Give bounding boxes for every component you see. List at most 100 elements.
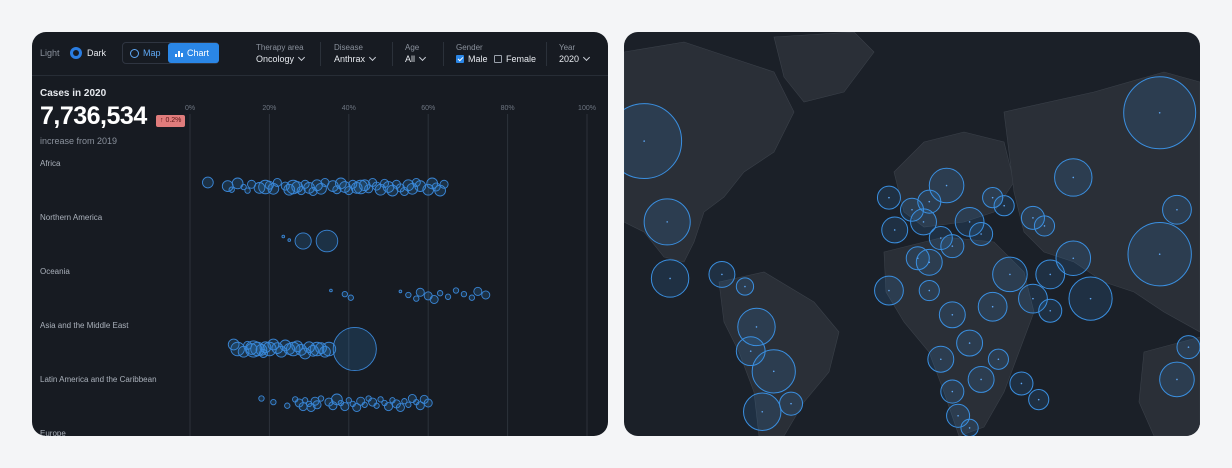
- data-bubble[interactable]: [423, 398, 433, 408]
- map-bubble-center: [951, 314, 954, 316]
- data-bubble[interactable]: [340, 402, 350, 412]
- data-bubble[interactable]: [250, 341, 265, 357]
- data-bubble[interactable]: [312, 400, 322, 410]
- theme-dark-label[interactable]: Dark: [87, 48, 107, 58]
- data-bubble[interactable]: [345, 397, 352, 404]
- data-bubble[interactable]: [294, 232, 312, 250]
- data-bubble[interactable]: [395, 403, 405, 413]
- data-bubble[interactable]: [405, 291, 412, 299]
- data-bubble[interactable]: [398, 289, 403, 294]
- data-bubble[interactable]: [245, 343, 258, 355]
- data-bubble[interactable]: [401, 398, 408, 405]
- data-bubble[interactable]: [258, 395, 265, 402]
- data-bubble[interactable]: [231, 177, 244, 190]
- view-switch: Map Chart: [122, 42, 219, 64]
- map-bubble-center: [1072, 176, 1075, 179]
- age-dropdown[interactable]: All: [405, 53, 427, 64]
- data-bubble[interactable]: [301, 397, 309, 404]
- gender-female-checkbox[interactable]: Female: [494, 54, 536, 64]
- data-bubble[interactable]: [272, 177, 282, 187]
- data-bubble[interactable]: [281, 234, 286, 239]
- map-bubble-center: [991, 305, 994, 308]
- data-bubble[interactable]: [460, 290, 468, 298]
- data-bubble[interactable]: [287, 238, 292, 242]
- map-bubble-center: [761, 410, 764, 413]
- data-bubble[interactable]: [361, 401, 368, 408]
- data-bubble[interactable]: [332, 326, 377, 372]
- chart-panel: Light Dark Map Chart Therapy area Oncolo…: [32, 32, 608, 436]
- data-bubble[interactable]: [347, 294, 354, 301]
- data-bubble[interactable]: [468, 294, 476, 301]
- map-bubble[interactable]: [624, 103, 683, 180]
- toolbar: Light Dark Map Chart Therapy area Oncolo…: [32, 32, 608, 76]
- data-bubble[interactable]: [270, 398, 277, 406]
- data-bubble[interactable]: [364, 184, 374, 194]
- data-bubble[interactable]: [377, 396, 384, 403]
- gender-male-checkbox[interactable]: Male: [456, 54, 488, 64]
- data-bubble[interactable]: [415, 401, 425, 411]
- data-bubble[interactable]: [341, 290, 348, 298]
- data-bubble[interactable]: [309, 341, 325, 357]
- data-bubble[interactable]: [230, 341, 245, 357]
- data-bubble[interactable]: [240, 183, 247, 191]
- divider: [392, 42, 393, 66]
- therapy-area-dropdown[interactable]: Oncology: [256, 53, 306, 64]
- data-bubble[interactable]: [244, 187, 251, 194]
- data-bubble[interactable]: [384, 402, 394, 412]
- world-map[interactable]: [624, 32, 1200, 436]
- age-label: Age: [405, 43, 420, 52]
- data-bubble[interactable]: [373, 402, 380, 409]
- view-chart-button[interactable]: Chart: [168, 43, 219, 63]
- map-bubble-center: [744, 285, 746, 288]
- data-bubble[interactable]: [481, 290, 491, 300]
- disease-dropdown[interactable]: Anthrax: [334, 53, 377, 64]
- data-bubble[interactable]: [332, 185, 342, 195]
- data-bubble[interactable]: [413, 295, 420, 302]
- data-bubble[interactable]: [228, 186, 235, 193]
- data-bubble[interactable]: [253, 182, 266, 194]
- data-bubble[interactable]: [399, 186, 409, 196]
- map-bubble-center: [991, 196, 994, 199]
- data-bubble[interactable]: [405, 401, 412, 408]
- data-bubble[interactable]: [284, 402, 291, 409]
- map-bubble-center: [666, 221, 668, 223]
- data-bubble[interactable]: [473, 286, 483, 296]
- data-bubble[interactable]: [308, 186, 318, 196]
- region-label: Latin America and the Caribbean: [40, 375, 157, 384]
- year-dropdown[interactable]: 2020: [559, 53, 591, 64]
- map-bubble-center: [940, 358, 942, 361]
- data-bubble[interactable]: [329, 288, 333, 293]
- data-bubble[interactable]: [331, 393, 343, 406]
- data-bubble[interactable]: [321, 341, 337, 357]
- data-bubble[interactable]: [328, 401, 338, 411]
- data-bubble[interactable]: [436, 290, 444, 297]
- data-bubble[interactable]: [452, 287, 460, 294]
- year-label: Year: [559, 43, 576, 52]
- map-bubble-center: [911, 208, 913, 211]
- data-bubble[interactable]: [439, 179, 449, 189]
- data-bubble[interactable]: [258, 349, 268, 359]
- view-map-button[interactable]: Map: [123, 43, 168, 63]
- map-bubble-center: [1009, 273, 1011, 276]
- data-bubble[interactable]: [315, 229, 339, 253]
- data-bubble[interactable]: [317, 395, 325, 402]
- theme-toggle-icon[interactable]: [70, 47, 82, 59]
- map-bubble-center: [888, 289, 890, 292]
- theme-light-label[interactable]: Light: [40, 48, 60, 58]
- data-bubble[interactable]: [422, 183, 435, 196]
- therapy-area-value: Oncology: [256, 54, 295, 64]
- data-bubble[interactable]: [352, 403, 362, 413]
- data-bubble[interactable]: [344, 186, 354, 196]
- map-bubble-center: [1072, 257, 1075, 260]
- disease-label: Disease: [334, 43, 363, 52]
- data-bubble[interactable]: [444, 293, 452, 300]
- region-label: Europe: [40, 429, 66, 436]
- disease-value: Anthrax: [334, 54, 366, 64]
- map-bubble-center: [951, 390, 954, 393]
- land-africa: [883, 236, 1035, 436]
- gender-label: Gender: [456, 43, 483, 52]
- data-bubble[interactable]: [202, 176, 214, 189]
- data-bubble[interactable]: [296, 186, 306, 196]
- data-bubble[interactable]: [415, 287, 425, 297]
- data-bubble[interactable]: [429, 295, 439, 305]
